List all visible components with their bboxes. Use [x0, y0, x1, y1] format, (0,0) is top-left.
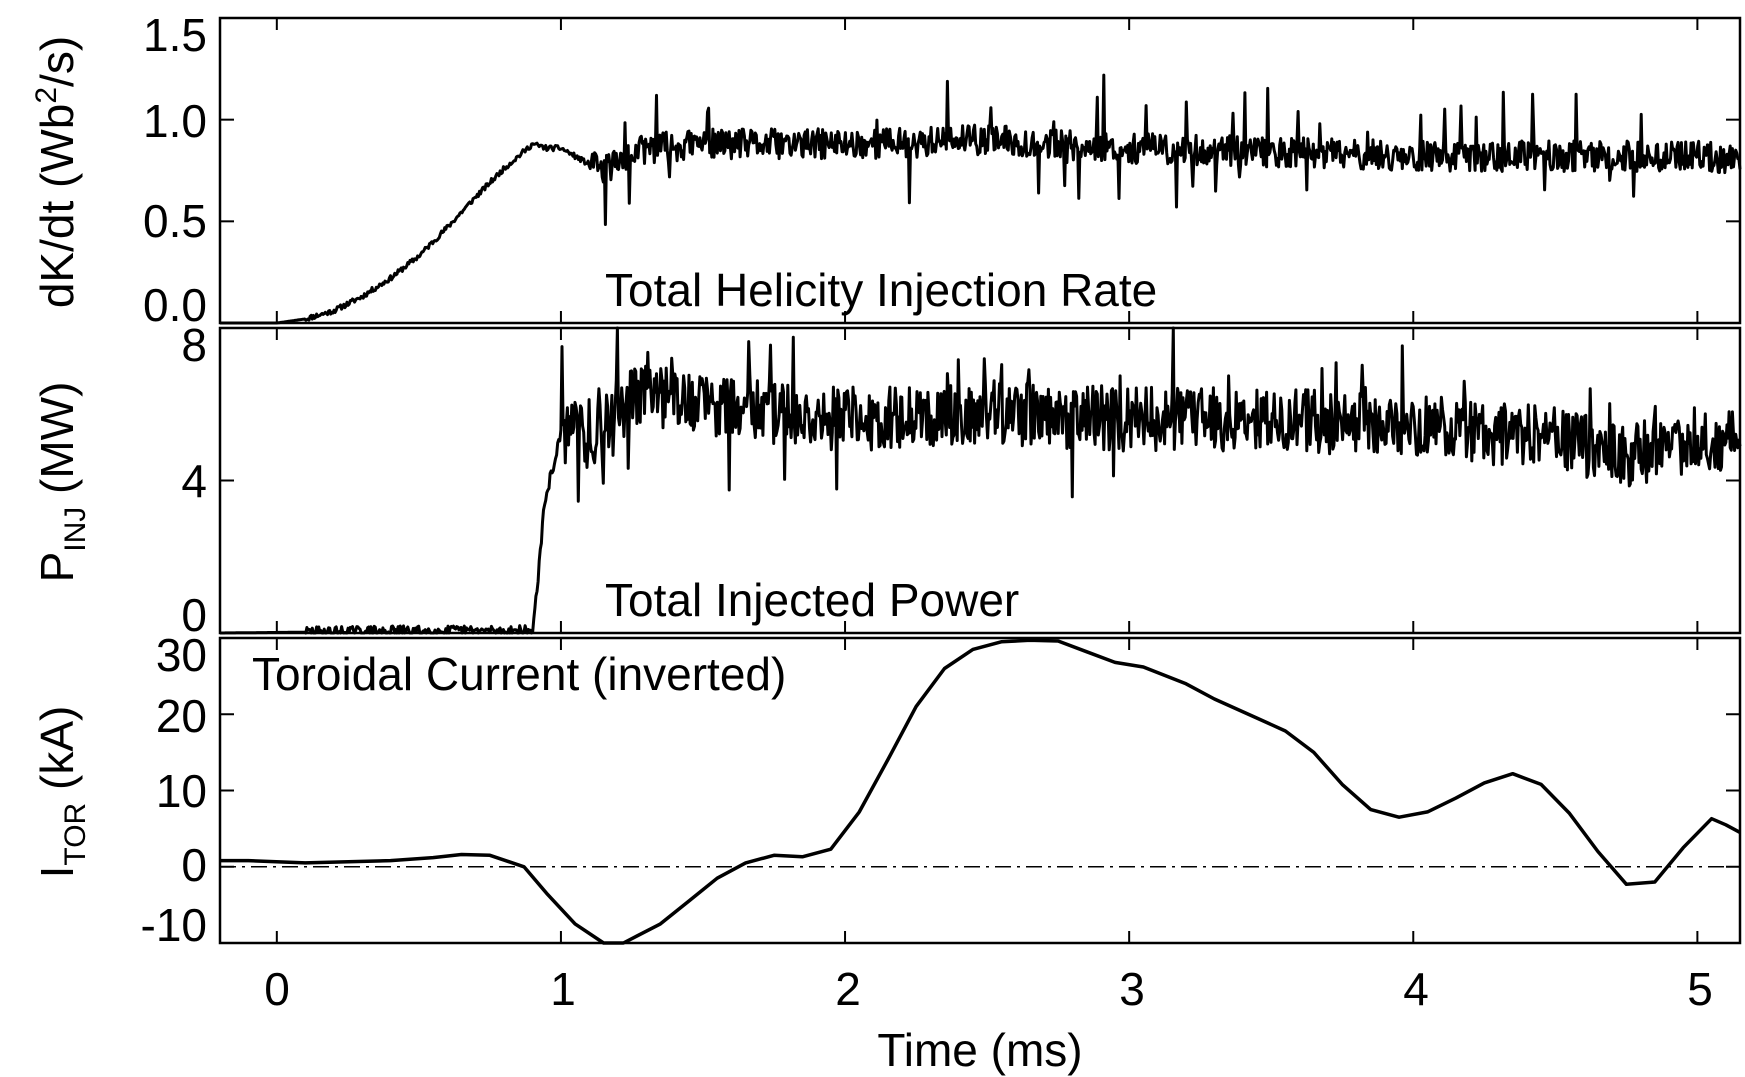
- panel-top-annotation: Total Helicity Injection Rate: [605, 264, 1157, 316]
- ytick-label: 20: [156, 690, 207, 742]
- y-axis-label-bottom-main: I: [31, 866, 83, 879]
- ytick-label: 0: [181, 839, 207, 891]
- y-axis-label-top-main: dK/dt (Wb: [31, 104, 83, 309]
- ytick-label: 0.5: [143, 195, 207, 247]
- series-line-injected-power: [219, 326, 1742, 635]
- panel-bottom-ytick-labels: -10 0 10 20 30: [141, 629, 207, 951]
- ytick-label: 30: [156, 629, 207, 681]
- x-tick-labels: 0 1 2 3 4 5: [264, 963, 1713, 1015]
- panel-top-ytick-labels: 0.0 0.5 1.0 1.5: [143, 9, 207, 331]
- xtick-label: 2: [835, 963, 861, 1015]
- ytick-label: 8: [181, 319, 207, 371]
- panel-bottom-annotation: Toroidal Current (inverted): [252, 648, 786, 700]
- ytick-label: 1.0: [143, 95, 207, 147]
- panel-top: 0.0 0.5 1.0 1.5 dK/dt (Wb2/s) Total Heli…: [30, 9, 1742, 331]
- ytick-label: 4: [181, 455, 207, 507]
- ytick-label: 10: [156, 765, 207, 817]
- y-axis-label-middle-rest: (MW): [31, 382, 83, 507]
- x-axis-label: Time (ms): [877, 1024, 1082, 1076]
- y-axis-label-bottom-sub: TOR: [59, 803, 92, 866]
- xtick-label: 0: [264, 963, 290, 1015]
- panel-middle-annotation: Total Injected Power: [605, 574, 1019, 626]
- y-axis-label-middle-main: P: [31, 552, 83, 583]
- y-axis-label-bottom-rest: (kA): [31, 706, 83, 803]
- ytick-label: 0.0: [143, 279, 207, 331]
- panel-middle: 0 4 8 PINJ (MW) Total Injected Power: [31, 319, 1742, 641]
- y-axis-label-bottom: ITOR (kA): [31, 706, 92, 879]
- ytick-label: -10: [141, 899, 207, 951]
- panel-middle-ytick-labels: 0 4 8: [181, 319, 207, 641]
- series-line-toroidal-current: [220, 638, 1741, 945]
- panel-bottom: -10 0 10 20 30 ITOR (kA) Toroidal Curren…: [31, 629, 1742, 1076]
- y-axis-label-top-rest: /s): [31, 36, 83, 87]
- ytick-label: 0: [181, 589, 207, 641]
- xtick-label: 1: [550, 963, 576, 1015]
- y-axis-label-top: dK/dt (Wb2/s): [30, 36, 83, 308]
- series-line-helicity-rate: [219, 73, 1742, 325]
- panel-top-frame: [218, 16, 1742, 325]
- xtick-label: 4: [1403, 963, 1429, 1015]
- ytick-label: 1.5: [143, 9, 207, 61]
- y-axis-label-middle-sub: INJ: [59, 507, 92, 552]
- y-axis-label-middle: PINJ (MW): [31, 382, 92, 583]
- xtick-label: 5: [1687, 963, 1713, 1015]
- y-axis-label-top-sup: 2: [30, 87, 63, 104]
- xtick-label: 3: [1119, 963, 1145, 1015]
